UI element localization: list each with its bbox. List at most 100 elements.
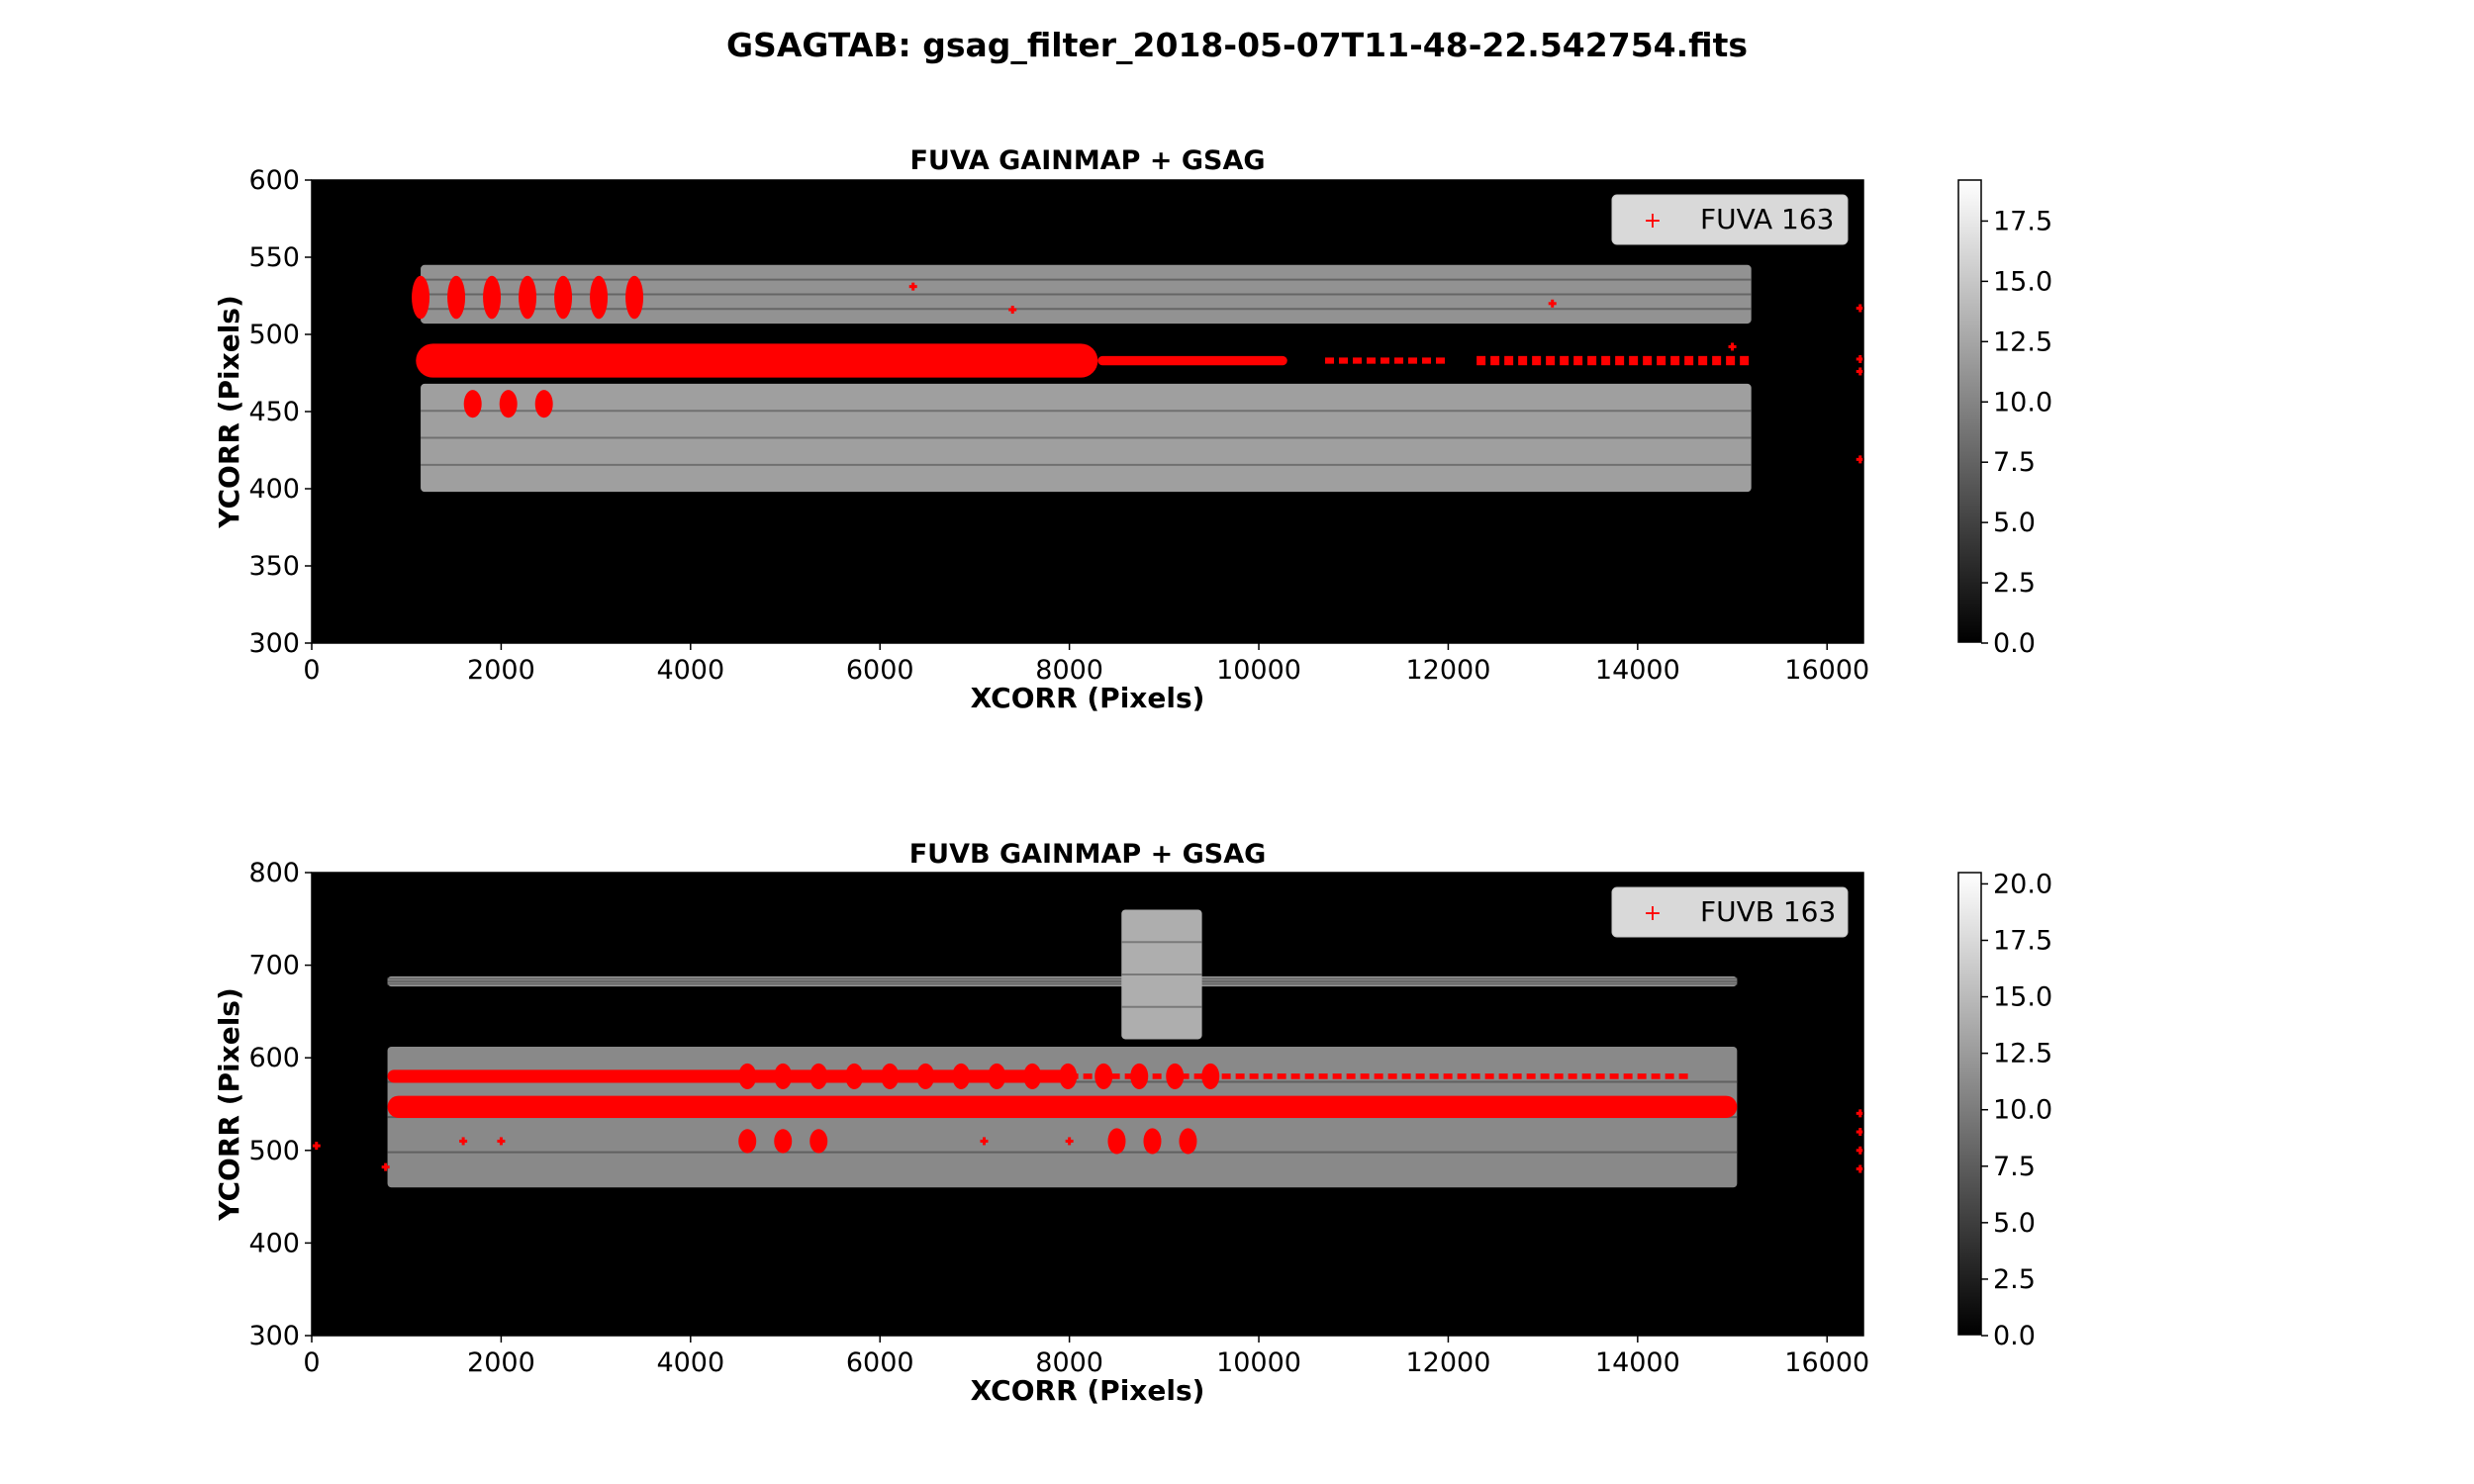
fuvb-axis-ticks: 0 2000 4000 6000 8000 10000 12000 14000 16000 300… xyxy=(248,858,1869,1378)
fuva-colorbar-ticks: 0.0 2.5 5.0 7.5 10.0 12.5 15.0 17.5 xyxy=(1981,206,2052,659)
fuvb-gsag-dash xyxy=(1665,1073,1674,1079)
fuvb-gsag-dash xyxy=(1290,1073,1300,1079)
fuvb-legend-label: FUVB 163 xyxy=(1700,895,1836,928)
fuvb-y-tick-label: 800 xyxy=(248,858,300,888)
fuvb-gsag-blob xyxy=(1023,1063,1042,1090)
fuvb-gsag-dash xyxy=(1249,1073,1259,1079)
fuva-colorbar-tick-label: 10.0 xyxy=(1993,387,2052,417)
fuva-gsag-dash xyxy=(1476,355,1486,366)
fuvb-legend: + FUVB 163 xyxy=(1611,886,1849,938)
fuvb-gsag-blob xyxy=(1201,1063,1220,1090)
fuvb-gsag-dash xyxy=(1554,1073,1564,1079)
fuvb-x-tick-label: 12000 xyxy=(1405,1347,1490,1378)
fuvb-gsag-point xyxy=(1858,1109,1862,1118)
fuva-gsag-dash xyxy=(1339,357,1349,364)
fuva-colorbar-tick-label: 7.5 xyxy=(1993,447,2036,478)
fuva-y-tick-label: 450 xyxy=(248,397,300,427)
fuvb-colorbar-tick-label: 0.0 xyxy=(1993,1321,2036,1351)
fuva-x-tick-label: 6000 xyxy=(846,655,914,686)
fuvb-legend-box xyxy=(1611,886,1849,938)
fuva-gsag-dash xyxy=(1325,357,1335,364)
fuva-y-axis-label: YCORR (Pixels) xyxy=(213,295,245,529)
fuvb-gsag-dash xyxy=(1512,1073,1522,1079)
fuva-x-axis-label: XCORR (Pixels) xyxy=(971,682,1205,714)
fuva-y-tick-label: 600 xyxy=(248,165,300,196)
fuva-gsag-dash xyxy=(1532,355,1542,366)
fuvb-gsag-dash xyxy=(1498,1073,1508,1079)
fuvb-gsag-blob xyxy=(952,1063,971,1090)
fuvb-gsag-dash xyxy=(1568,1073,1577,1079)
fuva-gsag-blob xyxy=(483,275,502,320)
fuvb-colorbar-ticks: 0.0 2.5 5.0 7.5 10.0 12.5 15.0 17.5 20.0 xyxy=(1981,869,2052,1351)
fuvb-gsag-dash xyxy=(1374,1073,1383,1079)
fuvb-gsag-blob xyxy=(845,1063,864,1090)
fuvb-gsag-blob xyxy=(809,1129,828,1154)
fuvb-x-tick-label: 16000 xyxy=(1784,1347,1869,1378)
fuva-x-tick-label: 12000 xyxy=(1405,655,1490,686)
fuva-gsag-dash xyxy=(1657,355,1666,366)
fuva-legend-marker: + xyxy=(1644,209,1662,233)
fuva-axis-ticks: 0 2000 4000 6000 8000 10000 12000 14000 16000 300… xyxy=(248,165,1869,686)
fuvb-gsag-blob xyxy=(1143,1128,1162,1155)
fuva-gsag-blob xyxy=(412,275,430,320)
fuvb-gsag-dash xyxy=(1318,1073,1328,1079)
fuvb-gsag-blob xyxy=(809,1063,828,1090)
fuva-gsag-dash xyxy=(1740,355,1750,366)
fuva-colorbar-tick-label: 15.0 xyxy=(1993,266,2052,297)
fuva-gsag-band xyxy=(1097,355,1287,366)
fuva-colorbar-tick-label: 12.5 xyxy=(1993,326,2052,357)
fuva-x-tick-label: 4000 xyxy=(656,655,724,686)
fuvb-gsag-blob xyxy=(916,1063,935,1090)
fuvb-gsag-dash xyxy=(1332,1073,1342,1079)
fuvb-colorbar-tick-label: 17.5 xyxy=(1993,925,2052,956)
fuvb-gsag-blob xyxy=(1094,1063,1113,1090)
fuvb-panel: FUVB GAINMAP + GSAG 0 2000 4000 6000 8000 100… xyxy=(213,839,2052,1407)
fuva-gsag-blob xyxy=(499,390,518,418)
fuvb-gsag-band xyxy=(387,1095,1738,1119)
fuva-gsag-dash xyxy=(1643,355,1653,366)
fuva-colorbar xyxy=(1957,179,1982,643)
fuvb-colorbar-tick-label: 7.5 xyxy=(1993,1152,2036,1182)
fuvb-gsag-dash xyxy=(1277,1073,1286,1079)
fuvb-colorbar-tick-label: 12.5 xyxy=(1993,1039,2052,1069)
fuva-legend-label: FUVA 163 xyxy=(1700,203,1834,235)
fuvb-plot-frame xyxy=(311,872,1864,1337)
fuva-gsag-blob xyxy=(625,275,644,320)
fuvb-gsag-dash xyxy=(1581,1073,1591,1079)
fuva-gsag-blob xyxy=(590,275,609,320)
fuvb-gsag-point xyxy=(1858,1146,1862,1155)
fuva-gsag-dash xyxy=(1684,355,1694,366)
fuva-x-tick-label: 0 xyxy=(303,655,320,686)
fuva-gsag-point xyxy=(1551,299,1555,308)
fuvb-gsag-dash xyxy=(1180,1073,1189,1079)
fuva-gsag-dash xyxy=(1712,355,1722,366)
fuvb-colorbar-tick-label: 15.0 xyxy=(1993,982,2052,1013)
fuvb-gsag-dash xyxy=(1526,1073,1536,1079)
fuvb-gsag-blob xyxy=(774,1129,793,1154)
fuvb-gsag-dash xyxy=(1540,1073,1550,1079)
fuvb-gsag-blob xyxy=(988,1063,1006,1090)
fuvb-x-tick-label: 2000 xyxy=(467,1347,535,1378)
fuvb-x-tick-label: 4000 xyxy=(656,1347,724,1378)
fuvb-gsag-point xyxy=(315,1142,319,1151)
fuva-gsag-dash xyxy=(1601,355,1611,366)
fuva-gsag-dash xyxy=(1422,357,1432,364)
fuvb-gsag-dash xyxy=(1083,1073,1093,1079)
fuvb-y-tick-label: 300 xyxy=(248,1321,300,1351)
fuva-gsag-dash xyxy=(1518,355,1528,366)
fuvb-gsag-dash xyxy=(1110,1073,1120,1079)
fuvb-gsag-point xyxy=(499,1137,503,1146)
fuvb-gsag-dash xyxy=(1637,1073,1647,1079)
fuvb-gsag-dash xyxy=(1415,1073,1425,1079)
fuva-gsag-dash xyxy=(1380,357,1390,364)
fuva-gsag-point xyxy=(1858,304,1862,313)
fuva-colorbar-tick-label: 2.5 xyxy=(1993,568,2036,599)
fuva-gsag-blob xyxy=(463,390,482,418)
fuvb-gsag-dash xyxy=(1360,1073,1370,1079)
fuva-gsag-band xyxy=(416,343,1098,378)
fuvb-y-axis-label: YCORR (Pixels) xyxy=(213,987,245,1222)
fuvb-gsag-point xyxy=(384,1162,388,1171)
fuva-gsag-dash xyxy=(1436,357,1446,364)
fuvb-gsag-dash xyxy=(1263,1073,1273,1079)
